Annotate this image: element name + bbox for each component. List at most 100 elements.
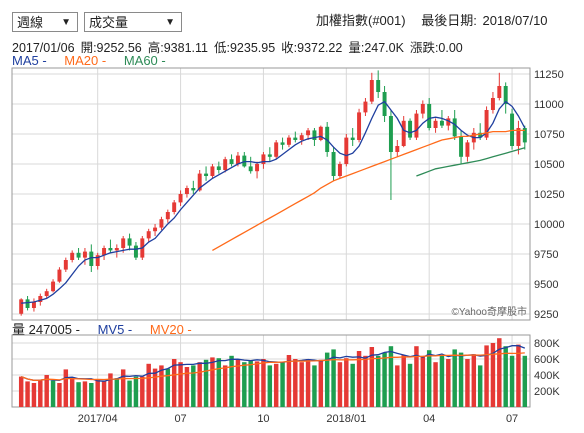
- candle-body: [312, 130, 317, 140]
- last-date: 2018/07/10: [482, 13, 548, 28]
- volume-bar: [44, 375, 49, 407]
- volume-bar: [446, 359, 451, 407]
- volume-bar: [210, 357, 215, 407]
- volume-bar: [388, 346, 394, 407]
- candle-body: [350, 137, 355, 140]
- quote-date: 2017/01/06: [12, 41, 75, 55]
- candle-body: [191, 188, 196, 191]
- volume-tick-label: 600K: [534, 354, 560, 366]
- candle-body: [433, 120, 438, 128]
- candle-body: [439, 120, 444, 126]
- volume-bar: [439, 355, 445, 407]
- candle-body: [318, 126, 323, 140]
- volume-bar: [229, 355, 234, 407]
- volume-bar: [344, 358, 349, 407]
- candle-body: [522, 128, 527, 143]
- volume-bar: [222, 365, 228, 407]
- volume-bar: [133, 376, 139, 407]
- close-label: 收:: [281, 41, 298, 55]
- volume-bar: [18, 376, 24, 407]
- time-tick-label: 07: [506, 413, 518, 425]
- volume-bar: [76, 382, 81, 407]
- candle-body: [159, 219, 164, 228]
- volume-bar: [178, 362, 183, 407]
- candle-body: [229, 159, 234, 164]
- candle-body: [427, 104, 432, 128]
- candle-body: [497, 86, 502, 98]
- candle-body: [19, 299, 24, 314]
- period-select[interactable]: 週線 ▼: [12, 12, 78, 32]
- candle-body: [363, 101, 368, 113]
- mv20-line: [20, 352, 525, 381]
- candle-body: [25, 299, 30, 308]
- candle-body: [299, 135, 304, 140]
- volume-bar: [254, 361, 260, 407]
- price-panel-frame: [11, 67, 531, 321]
- time-tick-label: 04: [423, 413, 435, 425]
- candle-body: [274, 142, 279, 157]
- volume-bar: [25, 381, 30, 407]
- candle-body: [223, 159, 228, 170]
- candle-body: [165, 212, 170, 220]
- volume-bar: [120, 369, 126, 407]
- candle-body: [331, 152, 336, 176]
- volume-bar: [293, 359, 298, 407]
- volume-legend-label: 量 247005 -: [12, 322, 80, 337]
- volume-bar: [509, 355, 515, 407]
- index-name: 加權指數(#001): [316, 13, 406, 28]
- time-tick-label: 10: [257, 413, 269, 425]
- volume-bar: [331, 349, 336, 407]
- candle-body: [51, 281, 56, 292]
- volume-bar: [140, 376, 145, 407]
- volume-bar: [369, 347, 375, 407]
- volume-bar: [197, 362, 202, 407]
- ma20-legend: MA20 -: [64, 53, 107, 68]
- candle-body: [89, 251, 94, 266]
- volume-bar: [95, 379, 100, 407]
- chevron-down-icon: ▼: [165, 17, 175, 28]
- candle-body: [414, 113, 419, 138]
- candle-body: [382, 92, 387, 116]
- volume-bar: [280, 362, 285, 407]
- mv5-legend: MV5 -: [97, 322, 133, 337]
- indicator-select-value: 成交量: [89, 15, 129, 30]
- volume-bar: [401, 355, 406, 407]
- volume-bar: [242, 362, 247, 407]
- time-tick-label: 07: [174, 413, 186, 425]
- mv20-legend: MV20 -: [149, 322, 192, 337]
- volume-bar: [433, 362, 438, 407]
- volume-bar: [305, 359, 311, 407]
- ma-legend: MA5 - MA20 - MA60 -: [12, 53, 180, 68]
- candle-body: [82, 251, 87, 258]
- volume-bar: [477, 365, 483, 407]
- candle-body: [446, 118, 451, 126]
- volume-bar: [165, 368, 171, 407]
- volume-bar: [465, 359, 470, 407]
- indicator-select[interactable]: 成交量 ▼: [84, 12, 182, 32]
- price-tick-label: 11000: [534, 99, 564, 111]
- volume-bar: [363, 355, 368, 407]
- candle-body: [280, 142, 285, 145]
- volume-bar: [299, 362, 304, 407]
- candle-body: [261, 154, 266, 164]
- volume-bar: [38, 379, 43, 407]
- volume-bar: [452, 349, 457, 407]
- volume-bar: [146, 363, 151, 407]
- volume-tick-label: 400K: [534, 370, 560, 382]
- volume-legend: 量 247005 - MV5 - MV20 -: [12, 319, 206, 338]
- change-label: 漲跌:: [409, 41, 439, 55]
- candle-body: [306, 130, 311, 136]
- volume-bar: [261, 359, 266, 407]
- volume-bar: [356, 351, 362, 407]
- change-value: 0.00: [438, 41, 463, 55]
- volume-bar: [69, 378, 75, 407]
- volume-bar: [522, 355, 528, 407]
- candle-body: [376, 80, 381, 92]
- candle-body: [344, 137, 349, 164]
- candle-body: [401, 120, 406, 146]
- volume-bar: [159, 365, 164, 407]
- volume-bar: [50, 380, 56, 407]
- candle-body: [178, 194, 183, 203]
- volume-bar: [273, 363, 279, 407]
